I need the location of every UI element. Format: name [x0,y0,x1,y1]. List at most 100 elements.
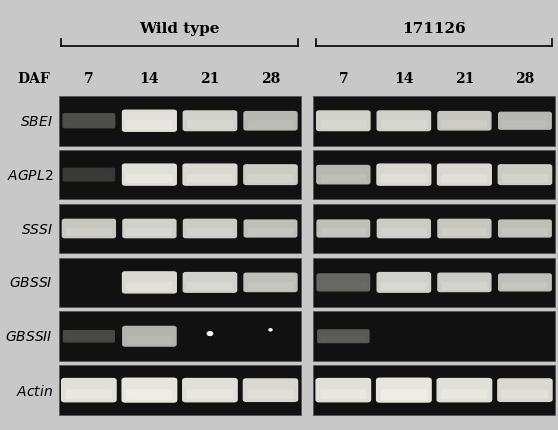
Text: $\it{Actin}$: $\it{Actin}$ [16,383,53,398]
Text: 7: 7 [84,71,94,86]
FancyBboxPatch shape [441,390,488,399]
FancyBboxPatch shape [122,272,177,294]
FancyBboxPatch shape [127,175,172,184]
FancyBboxPatch shape [498,273,552,292]
FancyBboxPatch shape [313,150,555,200]
FancyBboxPatch shape [498,112,552,131]
FancyBboxPatch shape [502,282,547,290]
FancyBboxPatch shape [66,228,112,237]
Text: 7: 7 [339,71,348,86]
FancyBboxPatch shape [248,175,294,183]
FancyBboxPatch shape [61,378,117,402]
FancyBboxPatch shape [62,114,116,129]
FancyBboxPatch shape [437,273,492,292]
FancyBboxPatch shape [127,228,172,237]
FancyBboxPatch shape [127,121,172,130]
FancyBboxPatch shape [497,378,553,402]
Circle shape [206,331,213,336]
FancyBboxPatch shape [498,220,552,238]
FancyBboxPatch shape [187,121,233,129]
FancyBboxPatch shape [377,219,431,239]
FancyBboxPatch shape [243,165,298,186]
FancyBboxPatch shape [381,228,427,237]
FancyBboxPatch shape [66,390,112,399]
FancyBboxPatch shape [182,378,238,402]
FancyBboxPatch shape [320,390,367,399]
FancyBboxPatch shape [313,366,555,415]
FancyBboxPatch shape [59,258,301,307]
Text: Wild type: Wild type [140,22,220,35]
Text: DAF: DAF [17,71,50,86]
FancyBboxPatch shape [437,219,492,239]
FancyBboxPatch shape [59,204,301,254]
Text: 171126: 171126 [402,22,466,35]
FancyBboxPatch shape [320,175,366,183]
FancyBboxPatch shape [316,273,371,292]
Text: $\it{AGPL2}$: $\it{AGPL2}$ [7,168,53,182]
FancyBboxPatch shape [498,165,552,186]
FancyBboxPatch shape [316,111,371,132]
FancyBboxPatch shape [248,282,294,290]
FancyBboxPatch shape [187,228,233,237]
Text: 28: 28 [516,71,535,86]
FancyBboxPatch shape [441,282,487,290]
FancyBboxPatch shape [381,282,427,291]
FancyBboxPatch shape [313,312,555,361]
FancyBboxPatch shape [316,166,371,185]
FancyBboxPatch shape [502,390,548,399]
FancyBboxPatch shape [59,312,301,361]
FancyBboxPatch shape [376,164,431,187]
FancyBboxPatch shape [59,97,301,146]
FancyBboxPatch shape [320,121,366,129]
Circle shape [268,328,273,332]
FancyBboxPatch shape [381,390,427,400]
FancyBboxPatch shape [243,220,297,238]
FancyBboxPatch shape [187,175,233,184]
Text: 28: 28 [261,71,280,86]
FancyBboxPatch shape [437,164,492,187]
FancyBboxPatch shape [381,175,427,184]
Text: $\it{SSSI}$: $\it{SSSI}$ [21,222,53,236]
FancyBboxPatch shape [59,366,301,415]
FancyBboxPatch shape [122,219,176,239]
FancyBboxPatch shape [381,121,427,129]
FancyBboxPatch shape [441,228,487,237]
FancyBboxPatch shape [183,219,237,239]
FancyBboxPatch shape [313,204,555,254]
FancyBboxPatch shape [66,121,112,127]
FancyBboxPatch shape [127,282,172,291]
FancyBboxPatch shape [187,282,233,291]
Text: $\it{GBSSII}$: $\it{GBSSII}$ [6,329,53,344]
FancyBboxPatch shape [441,121,487,129]
Text: 14: 14 [394,71,413,86]
FancyBboxPatch shape [182,111,237,132]
FancyBboxPatch shape [182,164,238,187]
FancyBboxPatch shape [502,175,548,183]
FancyBboxPatch shape [66,175,111,181]
FancyBboxPatch shape [313,258,555,307]
Text: $\it{SBEI}$: $\it{SBEI}$ [20,114,53,129]
Text: 14: 14 [140,71,159,86]
FancyBboxPatch shape [377,272,431,293]
FancyBboxPatch shape [321,282,366,290]
FancyBboxPatch shape [441,175,487,184]
FancyBboxPatch shape [247,390,294,399]
FancyBboxPatch shape [317,329,369,344]
FancyBboxPatch shape [377,111,431,132]
FancyBboxPatch shape [59,150,301,200]
FancyBboxPatch shape [376,378,432,403]
Text: $\it{GBSSI}$: $\it{GBSSI}$ [9,276,53,290]
FancyBboxPatch shape [502,121,547,129]
FancyBboxPatch shape [321,336,365,342]
Text: 21: 21 [200,71,220,86]
FancyBboxPatch shape [316,220,371,238]
FancyBboxPatch shape [436,378,492,402]
FancyBboxPatch shape [502,228,547,236]
FancyBboxPatch shape [126,390,172,400]
FancyBboxPatch shape [248,228,293,236]
FancyBboxPatch shape [187,390,233,399]
FancyBboxPatch shape [62,330,115,343]
FancyBboxPatch shape [122,326,177,347]
FancyBboxPatch shape [62,219,116,239]
FancyBboxPatch shape [315,378,371,402]
